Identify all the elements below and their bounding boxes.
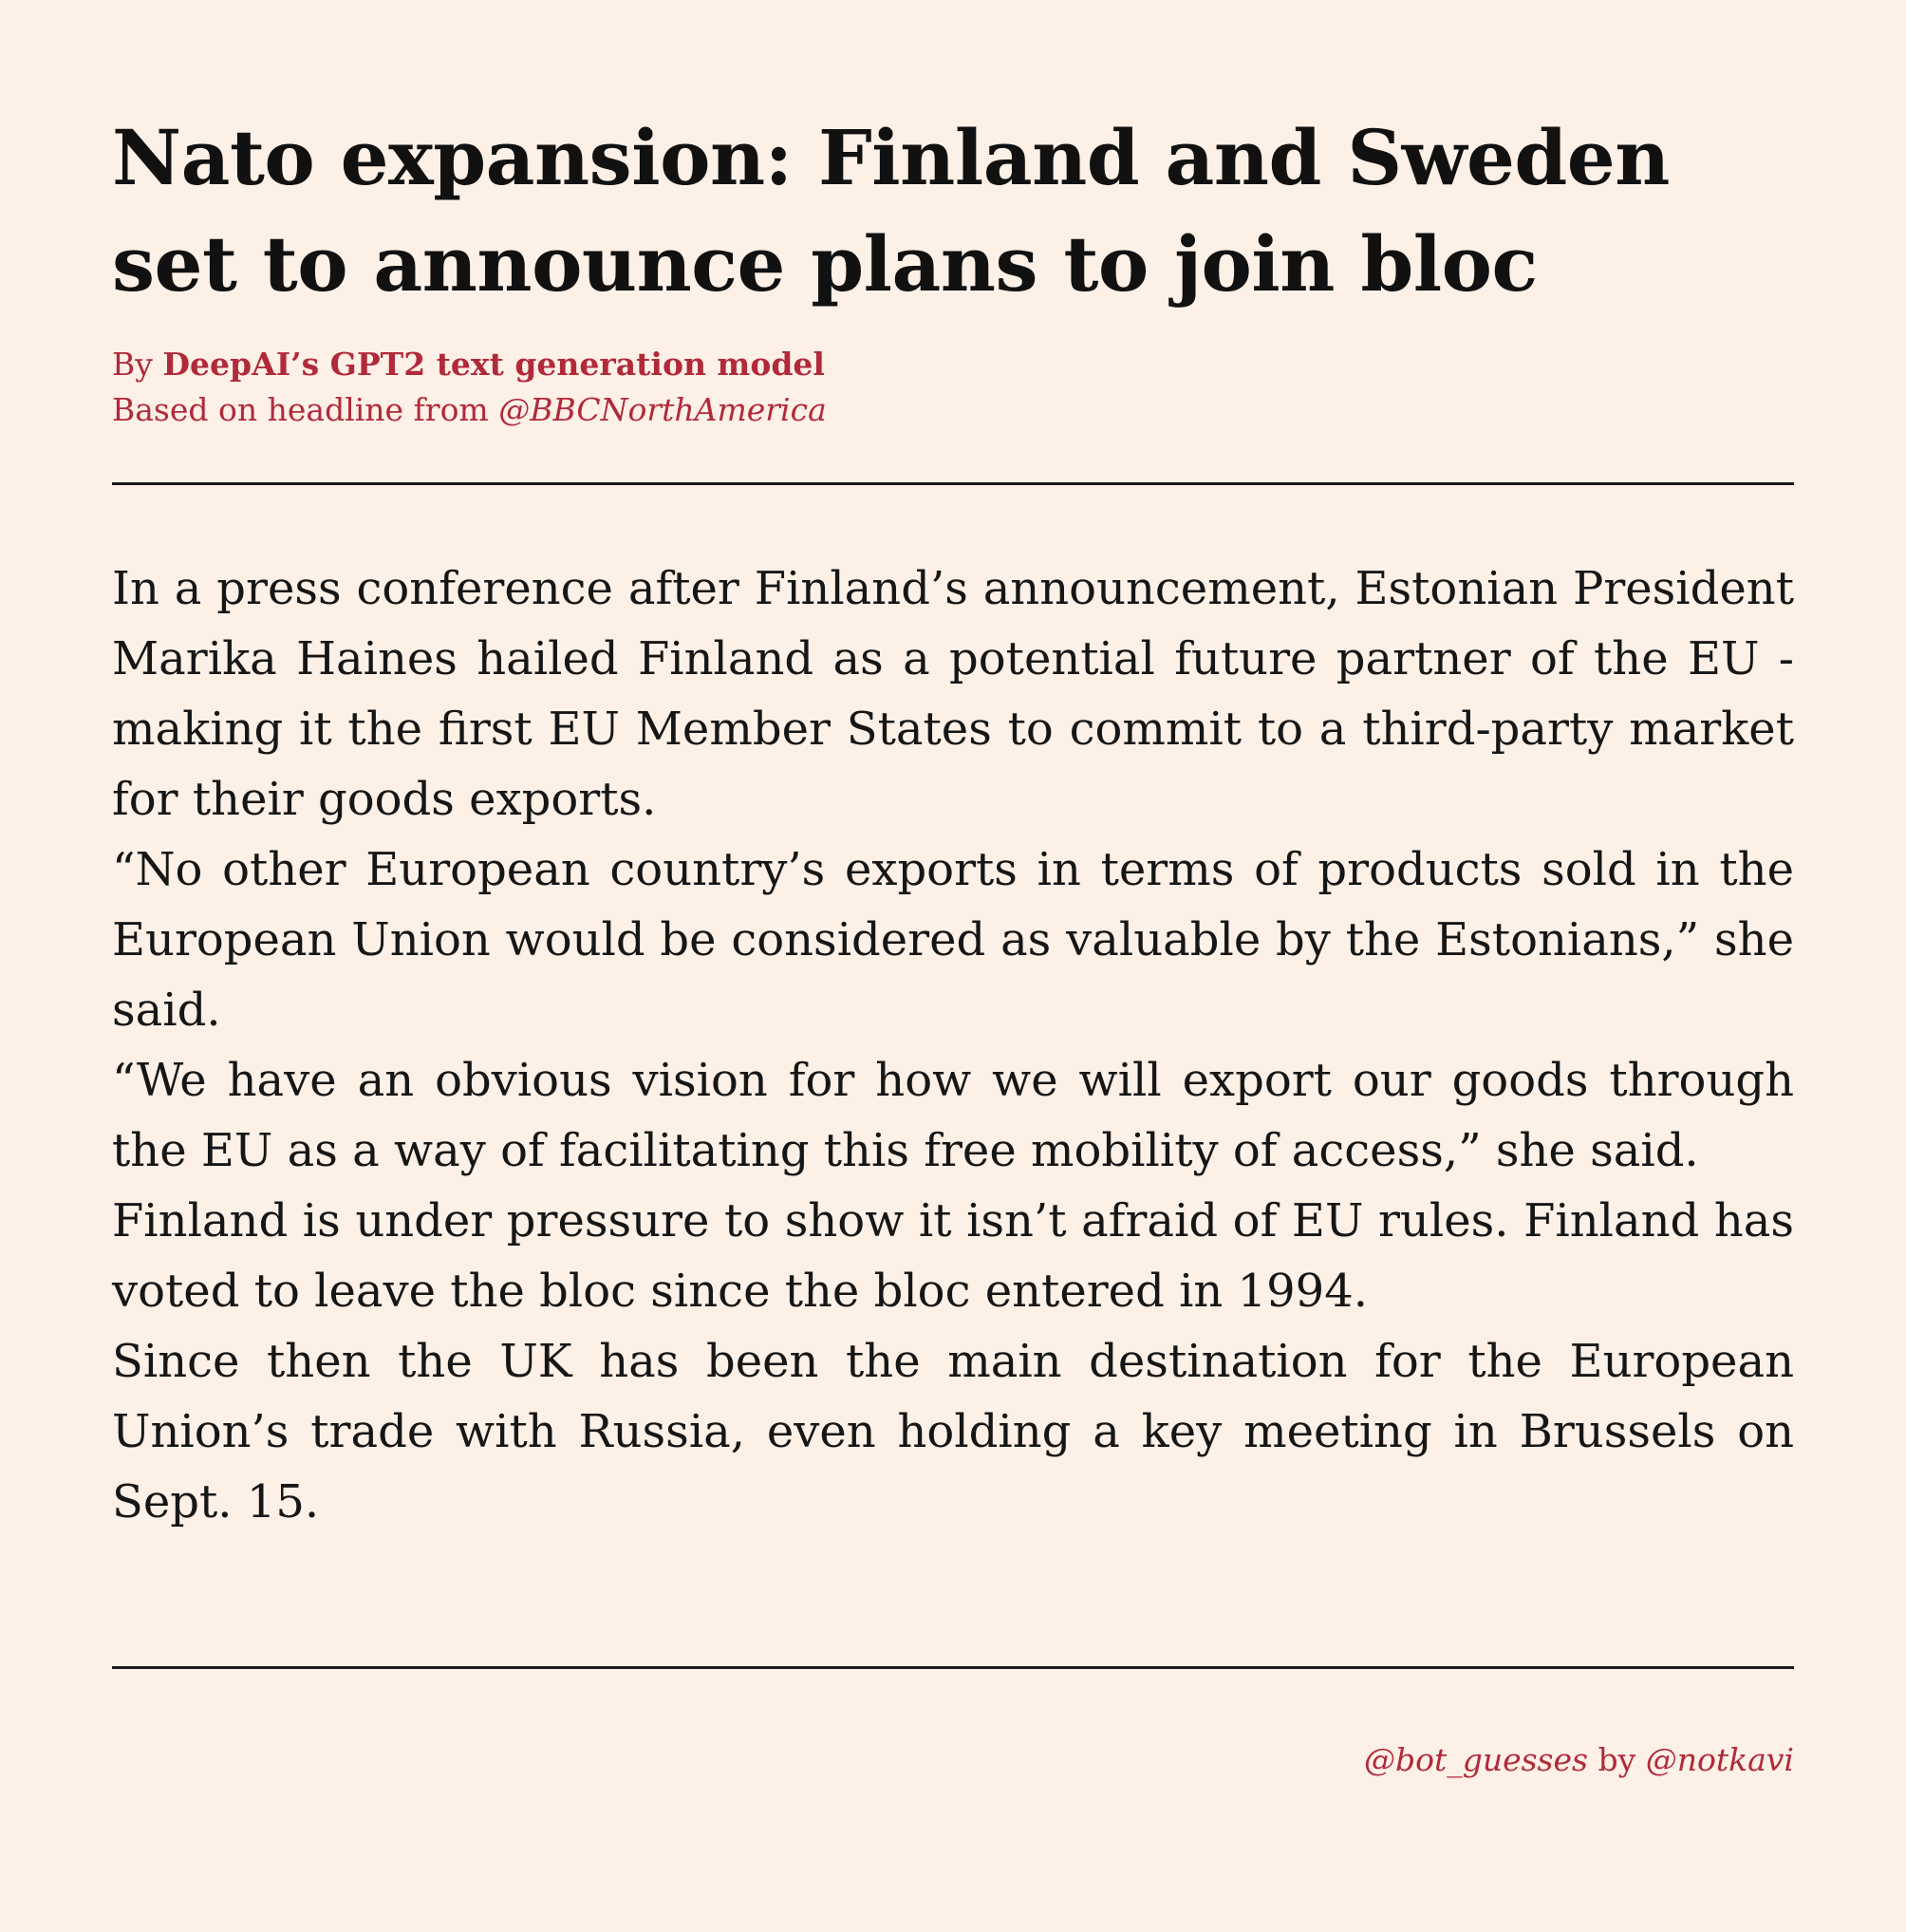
byline-source-line: Based on headline from @BBCNorthAmerica (112, 387, 827, 433)
headline: Nato expansion: Finland and Sweden set t… (112, 113, 1670, 309)
credit-by-label: by (1598, 1741, 1636, 1778)
byline-source-handle[interactable]: @BBCNorthAmerica (498, 391, 827, 428)
article-paragraph: “No other European country’s exports in … (112, 843, 1794, 1037)
article-page: Nato expansion: Finland and Sweden set t… (112, 0, 1794, 1932)
byline-based-on-label: Based on headline from (112, 391, 489, 428)
bottom-divider (112, 1666, 1794, 1669)
byline-by-label: By (112, 346, 153, 383)
byline: By DeepAI’s GPT2 text generation model B… (112, 342, 827, 433)
footer-credit: @bot_guesses by @notkavi (1364, 1737, 1794, 1783)
article-paragraph: In a press conference after Finland’s an… (112, 562, 1794, 826)
article-paragraph: Finland is under pressure to show it isn… (112, 1194, 1794, 1318)
article-paragraph: “We have an obvious vision for how we wi… (112, 1054, 1794, 1177)
byline-author-line: By DeepAI’s GPT2 text generation model (112, 342, 827, 387)
byline-author: DeepAI’s GPT2 text generation model (162, 346, 825, 383)
article-paragraph: Since then the UK has been the main dest… (112, 1335, 1794, 1529)
article-body: In a press conference after Finland’s an… (112, 553, 1794, 1537)
bot-handle[interactable]: @bot_guesses (1363, 1741, 1588, 1778)
top-divider (112, 482, 1794, 485)
author-handle[interactable]: @notkavi (1645, 1741, 1794, 1778)
